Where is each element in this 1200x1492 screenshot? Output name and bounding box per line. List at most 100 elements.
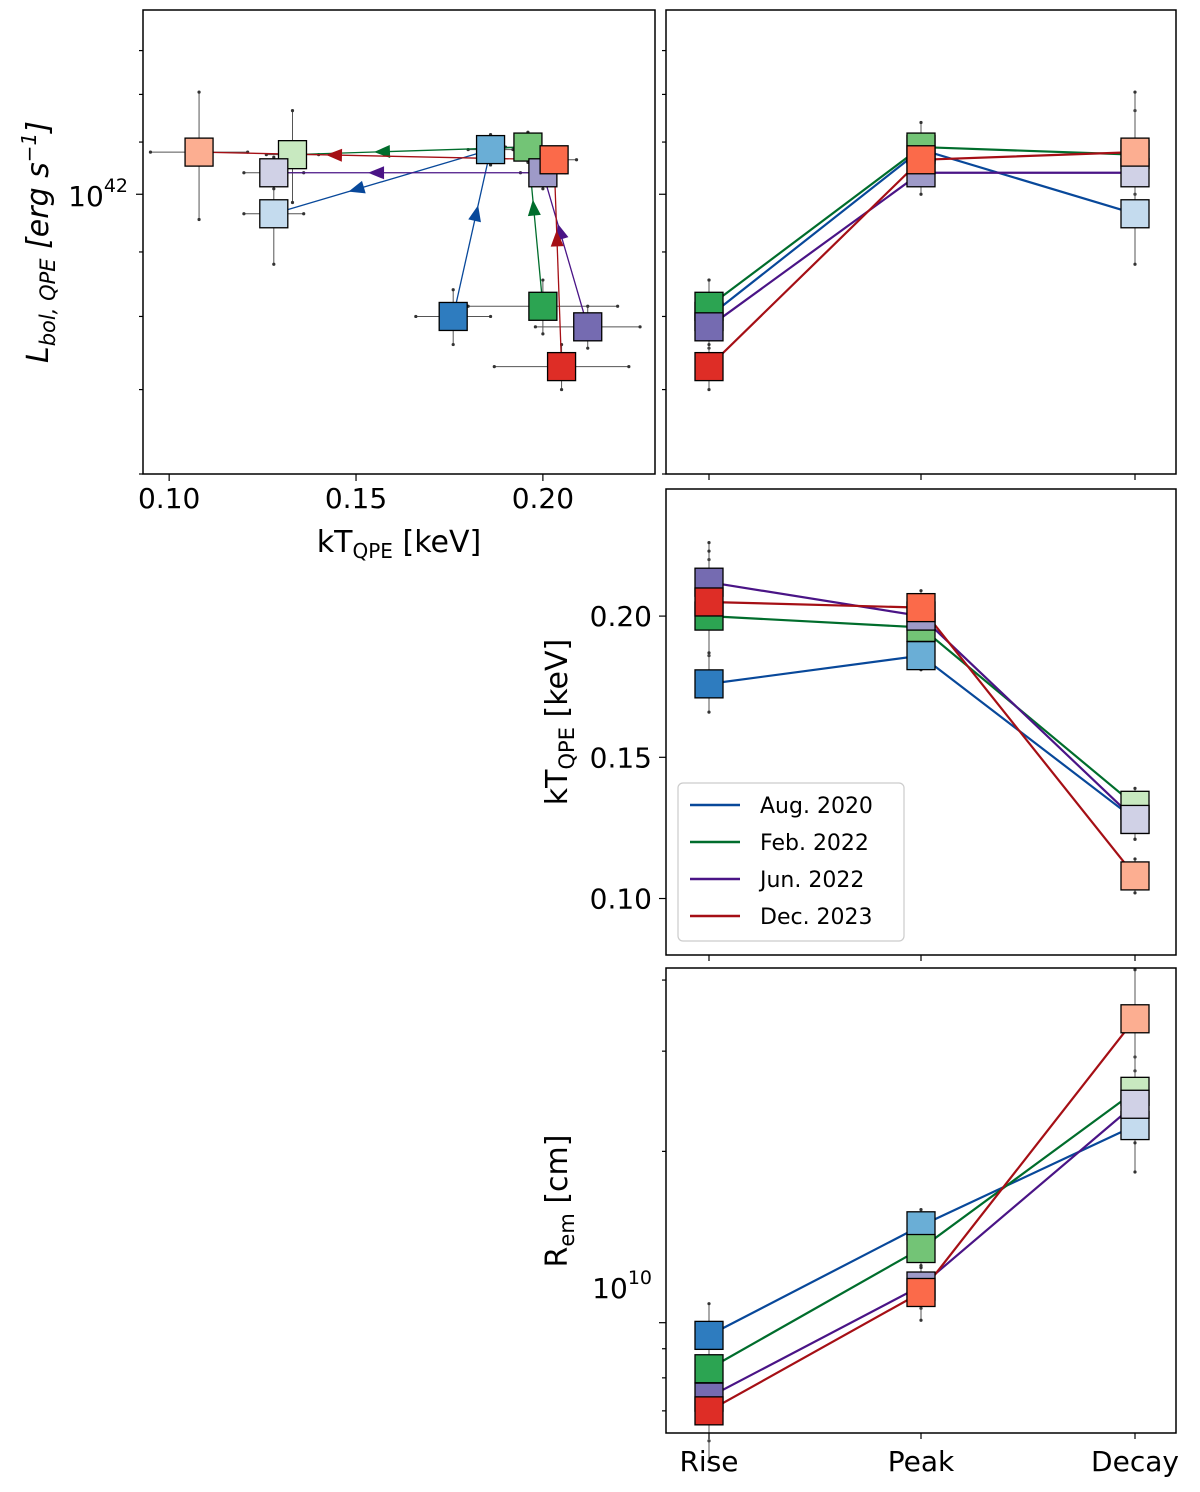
tick-label: Decay	[1091, 1445, 1179, 1478]
legend-entry: Jun. 2022	[690, 868, 864, 893]
panel-kt-vs-phase: 0.10 0.15 0.20 kTQPE [keV] Aug. 2020 Feb. …	[540, 488, 1177, 961]
error-cap	[919, 120, 923, 125]
error-cap	[707, 651, 711, 655]
error-cap	[242, 212, 246, 216]
tick-label: 0.10	[590, 883, 652, 916]
error-cap	[707, 549, 711, 553]
data-point	[1120, 137, 1150, 167]
series-segment	[542, 172, 589, 328]
data-point	[906, 145, 936, 175]
error-cap	[586, 346, 590, 350]
error-cap	[197, 90, 201, 94]
error-cap	[707, 387, 711, 392]
error-cap	[707, 1460, 711, 1464]
panel-lbol-vs-phase	[659, 9, 1177, 480]
direction-arrow	[373, 145, 391, 159]
series-segment	[553, 159, 563, 367]
error-cap	[1133, 1170, 1137, 1174]
data-point	[528, 291, 558, 321]
data-point	[1120, 199, 1150, 229]
tick-label: 0.20	[590, 600, 652, 633]
error-cap	[1133, 262, 1137, 266]
error-cap	[451, 288, 455, 292]
error-cap	[638, 325, 642, 329]
error-cap	[451, 342, 455, 347]
tick-label: 0.15	[325, 482, 387, 515]
error-cap	[242, 171, 246, 175]
error-cap	[272, 262, 276, 266]
error-cap	[488, 314, 493, 319]
error-cap	[574, 158, 579, 162]
legend-entry: Feb. 2022	[690, 831, 869, 856]
error-cap	[919, 1318, 923, 1322]
error-cap	[290, 200, 295, 205]
error-cap	[616, 304, 620, 308]
direction-arrow	[348, 180, 366, 194]
axes-frame	[142, 9, 656, 475]
error-cap	[1133, 837, 1137, 841]
y-axis-label: Lbol, QPE [erg s−1]	[17, 121, 60, 363]
error-cap	[148, 150, 153, 154]
data-point	[694, 1354, 724, 1384]
legend: Aug. 2020 Feb. 2022 Jun. 2022 Dec. 2023	[677, 782, 905, 942]
error-cap	[1133, 891, 1137, 895]
data-point	[513, 132, 543, 162]
data-point	[438, 301, 468, 332]
error-cap	[559, 387, 564, 392]
series-segment	[273, 148, 491, 215]
data-point	[694, 669, 724, 699]
legend-label: Dec. 2023	[760, 905, 873, 930]
tick-label: 0.20	[512, 482, 574, 515]
error-cap	[1133, 968, 1137, 972]
data-point	[539, 145, 569, 175]
axes-frame	[665, 967, 1177, 1434]
legend-entry: Aug. 2020	[690, 794, 873, 819]
error-cap	[414, 314, 418, 319]
tick-label: Peak	[888, 1445, 955, 1478]
y-tick-label: 1042	[68, 175, 128, 213]
direction-arrow	[468, 205, 481, 223]
legend-entry: Dec. 2023	[690, 905, 873, 930]
error-cap	[919, 192, 923, 196]
legend-label: Feb. 2022	[760, 831, 869, 856]
error-cap	[707, 1302, 711, 1306]
error-cap	[197, 217, 201, 222]
data-point	[694, 312, 724, 342]
data-point	[694, 1396, 724, 1426]
direction-arrow	[368, 166, 385, 180]
data-point	[475, 134, 506, 165]
data-point	[1120, 1089, 1150, 1119]
legend-label: Jun. 2022	[758, 868, 864, 893]
data-point	[1120, 1004, 1150, 1034]
axes-frame	[665, 9, 1177, 475]
error-cap	[707, 541, 711, 545]
data-point	[184, 137, 214, 167]
tick-label: 0.15	[590, 741, 652, 774]
error-cap	[1133, 1141, 1137, 1145]
data-point	[694, 351, 724, 382]
y-axis-label: kTQPE [keV]	[540, 639, 579, 805]
panel-lbol-vs-kt: 0.10 0.15 0.20 1042 kTQPE [keV] Lbol, QPE …	[17, 9, 656, 563]
data-point	[694, 1320, 724, 1351]
error-cap	[707, 278, 711, 282]
error-cap	[533, 325, 538, 329]
y-axis-label: Rem [cm]	[540, 1135, 579, 1268]
legend-frame	[677, 782, 905, 942]
panel-rem-vs-phase: Rise Peak Decay 1010 Rem [cm]	[540, 967, 1179, 1478]
error-cap	[541, 278, 545, 282]
x-axis-label: kTQPE [keV]	[317, 525, 481, 563]
error-cap	[627, 365, 631, 369]
error-cap	[919, 589, 923, 593]
error-cap	[586, 304, 590, 308]
y-tick-label: 1010	[592, 1267, 652, 1305]
error-cap	[707, 710, 711, 714]
error-cap	[541, 187, 545, 191]
data-point	[1120, 861, 1150, 891]
series-segment	[452, 149, 492, 317]
data-point	[1120, 804, 1150, 835]
error-cap	[541, 332, 545, 336]
tick-label: 0.10	[138, 482, 200, 515]
error-cap	[290, 109, 295, 113]
direction-arrow	[527, 199, 541, 217]
